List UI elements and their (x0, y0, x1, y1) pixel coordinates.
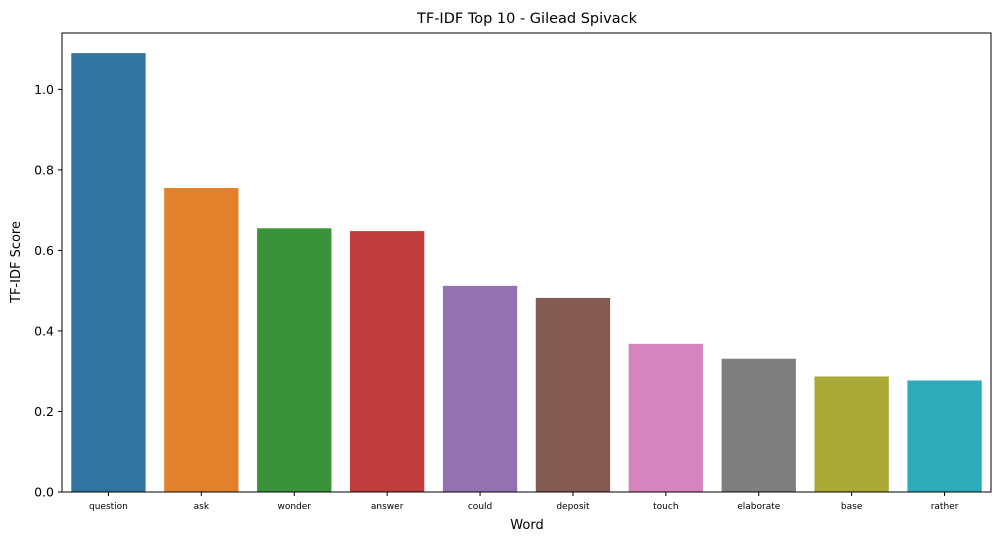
bar-wonder (257, 228, 332, 492)
x-tick-label-question: question (89, 502, 128, 512)
x-tick-label-ask: ask (194, 502, 210, 512)
bar-ask (164, 188, 239, 492)
bar-rather (907, 380, 982, 492)
x-tick-label-touch: touch (653, 502, 678, 512)
plot-frame (61, 32, 992, 493)
bar-could (442, 285, 518, 492)
y-axis: 0.0 0.2 0.4 0.6 0.8 1.0 (34, 82, 62, 500)
x-tick-label-base: base (841, 502, 863, 512)
y-tick-label: 0.4 (34, 323, 54, 338)
bar-deposit (535, 297, 611, 492)
x-tick-label-elaborate: elaborate (737, 502, 781, 512)
x-tick-label-deposit: deposit (556, 502, 590, 512)
y-tick-label: 0.0 (34, 485, 54, 500)
chart-title: TF-IDF Top 10 - Gilead Spivack (416, 11, 638, 27)
y-axis-title: TF-IDF Score (9, 221, 24, 304)
x-axis: question ask wonder answer could deposit touch… (89, 492, 959, 512)
bar-answer (349, 231, 425, 492)
y-tick-label: 1.0 (34, 82, 54, 97)
x-tick-label-wonder: wonder (277, 502, 311, 512)
x-axis-title: Word (510, 518, 543, 533)
y-tick-label: 0.2 (34, 404, 54, 419)
bar-base (814, 376, 889, 492)
x-tick-label-could: could (468, 502, 492, 512)
y-tick-label: 0.6 (34, 243, 54, 258)
y-tick-label: 0.8 (34, 162, 54, 177)
bar-elaborate (721, 358, 796, 492)
x-tick-label-answer: answer (371, 502, 404, 512)
x-tick-label-rather: rather (931, 502, 959, 512)
bar-touch (628, 343, 704, 492)
bar-question (71, 53, 146, 492)
bars-group (71, 53, 982, 492)
